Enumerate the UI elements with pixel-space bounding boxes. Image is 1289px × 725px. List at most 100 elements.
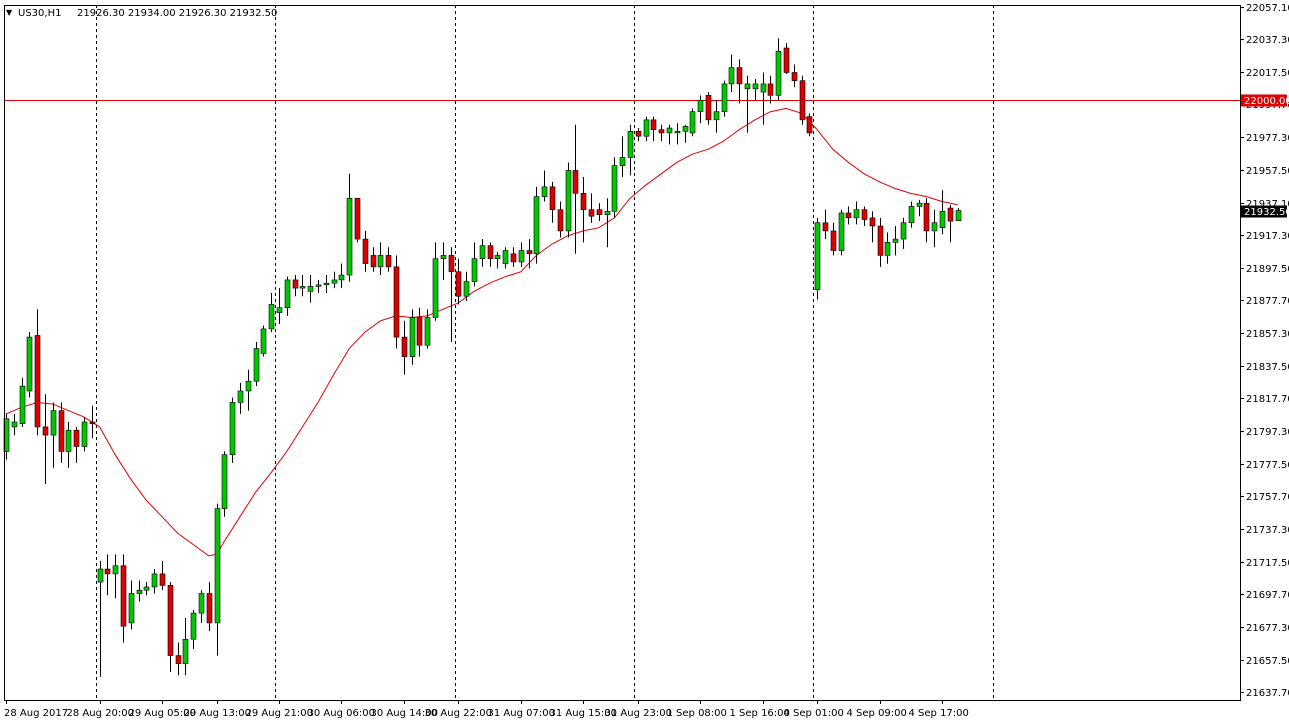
current-price-box <box>1241 205 1287 218</box>
candle <box>128 580 135 630</box>
time-tick-label: 31 Aug 23:00 <box>605 708 672 719</box>
candle <box>198 590 205 623</box>
time-tick-label: 4 Sep 01:00 <box>784 708 844 719</box>
time-tick-label: 28 Aug 2017 <box>4 708 68 719</box>
candle <box>354 197 361 243</box>
candle <box>245 369 252 411</box>
chart-header: ▼ US30,H1 21926.30 21934.00 21926.30 219… <box>6 8 277 19</box>
candle <box>565 162 572 238</box>
candle-body-bull <box>198 593 205 614</box>
candle-body-bull <box>229 402 236 455</box>
candle-body-bull <box>143 586 150 591</box>
candle <box>175 642 182 676</box>
candle-body-bull <box>432 258 439 318</box>
candle <box>416 307 423 357</box>
candle <box>455 258 462 305</box>
candle-body-bull <box>611 165 618 212</box>
candle-body-bear <box>845 212 852 219</box>
candle-body-bear <box>42 426 49 436</box>
candle <box>884 232 891 264</box>
price-tick-label: 21957.50 <box>1246 166 1289 177</box>
candle-body-bear <box>705 95 712 121</box>
candle-body-bull <box>565 170 572 232</box>
candle <box>315 279 322 293</box>
candle <box>432 242 439 321</box>
candle-body-bear <box>73 429 80 447</box>
candle <box>409 309 416 365</box>
candle <box>908 201 915 228</box>
candle <box>26 332 33 398</box>
time-tick-label: 31 Aug 15:00 <box>550 708 617 719</box>
candle-body-bear <box>362 238 369 264</box>
candle-body-bull <box>65 429 72 452</box>
candle-body-bear <box>206 593 213 624</box>
candle-body-bull <box>518 250 525 263</box>
time-tick-label: 29 Aug 13:00 <box>184 708 251 719</box>
candle <box>721 80 728 117</box>
candle <box>362 230 369 272</box>
candle-body-bear <box>830 230 837 251</box>
time-tick-label: 28 Aug 20:00 <box>67 708 134 719</box>
candle <box>767 75 774 104</box>
candle-body-bull <box>955 210 962 221</box>
candle-body-bear <box>393 266 400 338</box>
candle-body-bull <box>814 222 821 291</box>
candle-body-bull <box>299 286 306 289</box>
price-tick-label: 21677.30 <box>1246 623 1289 634</box>
candle <box>338 263 345 289</box>
candle-body-bear <box>799 80 806 121</box>
candle <box>900 217 907 249</box>
candle <box>682 124 689 143</box>
candle-body-bear <box>923 202 930 232</box>
candle-body-bull <box>276 307 283 313</box>
price-tick-label: 21657.50 <box>1246 656 1289 667</box>
candle <box>775 38 782 101</box>
price-tick-label: 21697.70 <box>1246 590 1289 601</box>
candle-body-bull <box>939 211 946 228</box>
candle <box>557 201 564 238</box>
candle-body-bull <box>307 286 314 292</box>
candle-body-bull <box>853 209 860 219</box>
candle <box>518 242 525 267</box>
candle <box>635 128 642 142</box>
level-price-label: 22000.00 <box>1244 96 1289 107</box>
candle-body-bull <box>440 255 447 259</box>
candle-body-bull <box>26 336 33 392</box>
symbol-menu-icon[interactable]: ▼ <box>6 8 13 17</box>
candle <box>611 157 618 218</box>
candle <box>728 54 735 93</box>
candle <box>206 582 213 632</box>
candle <box>627 124 634 176</box>
time-tick-label: 31 Aug 07:00 <box>488 708 555 719</box>
candle-body-bull <box>619 157 626 166</box>
price-tick-label: 21777.50 <box>1246 460 1289 471</box>
candle <box>487 242 494 267</box>
candle-body-bear <box>588 209 595 217</box>
candle-body-bear <box>580 193 587 210</box>
candle-body-bull <box>533 196 540 255</box>
candle <box>643 116 650 142</box>
candle <box>845 206 852 225</box>
candle-body-bull <box>50 410 57 436</box>
candle-body-bull <box>315 284 322 287</box>
candle <box>50 402 57 468</box>
candle <box>323 275 330 293</box>
candle-body-bull <box>838 212 845 251</box>
candle-body-bull <box>253 348 260 382</box>
candle-body-bear <box>159 573 166 586</box>
grid-separators <box>96 5 994 700</box>
candle <box>931 209 938 248</box>
candle <box>955 208 962 221</box>
candle <box>401 320 408 375</box>
candle <box>276 288 283 325</box>
candle <box>479 239 486 267</box>
candle-body-bull <box>697 99 704 112</box>
candle-body-bear <box>877 225 884 256</box>
candle <box>588 193 595 223</box>
candle-body-bull <box>721 83 728 112</box>
candle-body-bull <box>151 573 158 588</box>
candle <box>533 186 540 264</box>
candle-body-bear <box>791 72 798 81</box>
